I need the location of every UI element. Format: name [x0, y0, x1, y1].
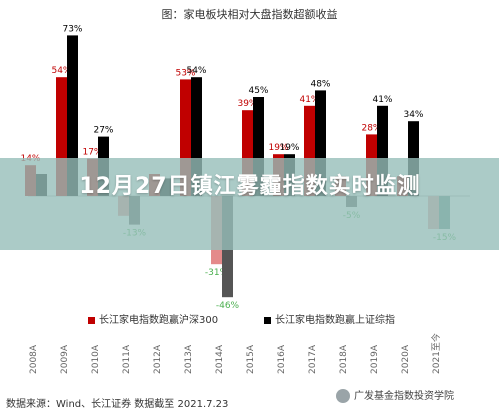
data-label-1-2019A: 28%	[361, 123, 381, 133]
data-label-2-2016A: 19%	[279, 143, 299, 153]
x-tick-label-2012A: 2012A	[153, 344, 163, 374]
x-tick-label-2009A: 2009A	[60, 344, 70, 374]
data-label-1-2016A: 19%	[268, 143, 288, 153]
x-tick-label-2016A: 2016A	[277, 344, 287, 374]
legend-item-series-2: 长江家电指数跑赢上证综指	[264, 311, 395, 326]
watermark: 广发基金指数投资学院	[336, 387, 454, 403]
data-label-1-2017A: 41%	[299, 95, 319, 105]
data-label-2-2015A: 45%	[248, 86, 268, 96]
chart-title: 图：家电板块相对大盘指数超额收益	[161, 8, 338, 21]
data-label-2-2010A: 27%	[93, 126, 113, 136]
data-label-1-2014A: -31%	[205, 268, 229, 278]
data-label-2-2009A: 73%	[62, 24, 82, 34]
x-tick-label-2020A: 2020A	[401, 344, 411, 374]
data-label-2-2020A: 34%	[403, 110, 423, 120]
overlay-banner	[0, 158, 499, 250]
bar-1-2013A	[180, 79, 191, 196]
bar-1-2009A	[56, 77, 67, 196]
bar-1-2017A	[304, 105, 315, 196]
x-tick-label-2014A: 2014A	[215, 344, 225, 374]
data-label-2-2017A: 48%	[310, 79, 330, 89]
x-tick-label-2017A: 2017A	[308, 344, 318, 374]
legend-swatch-red	[88, 316, 95, 324]
watermark-text: 广发基金指数投资学院	[354, 391, 454, 402]
legend-label-series-2: 长江家电指数跑赢上证综指	[275, 315, 395, 326]
legend-swatch-black	[264, 316, 271, 324]
x-tick-label-2010A: 2010A	[91, 344, 101, 374]
legend-label-series-1: 长江家电指数跑赢沪深300	[99, 315, 219, 326]
data-label-2-2014A: -46%	[216, 301, 240, 311]
data-label-1-2010A: 17%	[82, 148, 102, 158]
banner-title: 12月27日镇江雾霾指数实时监测	[79, 174, 421, 199]
x-tick-label-2008A: 2008A	[29, 344, 39, 374]
data-label-2-2019A: 41%	[372, 95, 392, 105]
brand-logo-icon	[336, 389, 350, 403]
bar-2-2013A	[191, 77, 202, 196]
bar-2-2009A	[67, 35, 78, 197]
x-tick-label-2013A: 2013A	[184, 344, 194, 374]
data-label-1-2015A: 39%	[237, 99, 257, 109]
data-label-1-2013A: 53%	[175, 68, 195, 78]
x-tick-label-2011A: 2011A	[122, 344, 132, 374]
x-tick-label-2015A: 2015A	[246, 344, 256, 374]
source-note: 数据来源：Wind、长江证券 数据截至 2021.7.23	[6, 399, 229, 410]
legend-item-series-1: 长江家电指数跑赢沪深300	[88, 311, 218, 326]
data-label-1-2009A: 54%	[51, 66, 71, 76]
x-tick-label-2021至今: 2021至今	[430, 333, 442, 374]
x-tick-label-2019A: 2019A	[370, 344, 380, 374]
bar-2-2017A	[315, 90, 326, 196]
bar-2-2015A	[253, 97, 264, 196]
bar-2-2019A	[377, 105, 388, 196]
data-label-2-2013A: 54%	[186, 66, 206, 76]
x-tick-label-2018A: 2018A	[339, 344, 349, 374]
bar-1-2015A	[242, 110, 253, 196]
